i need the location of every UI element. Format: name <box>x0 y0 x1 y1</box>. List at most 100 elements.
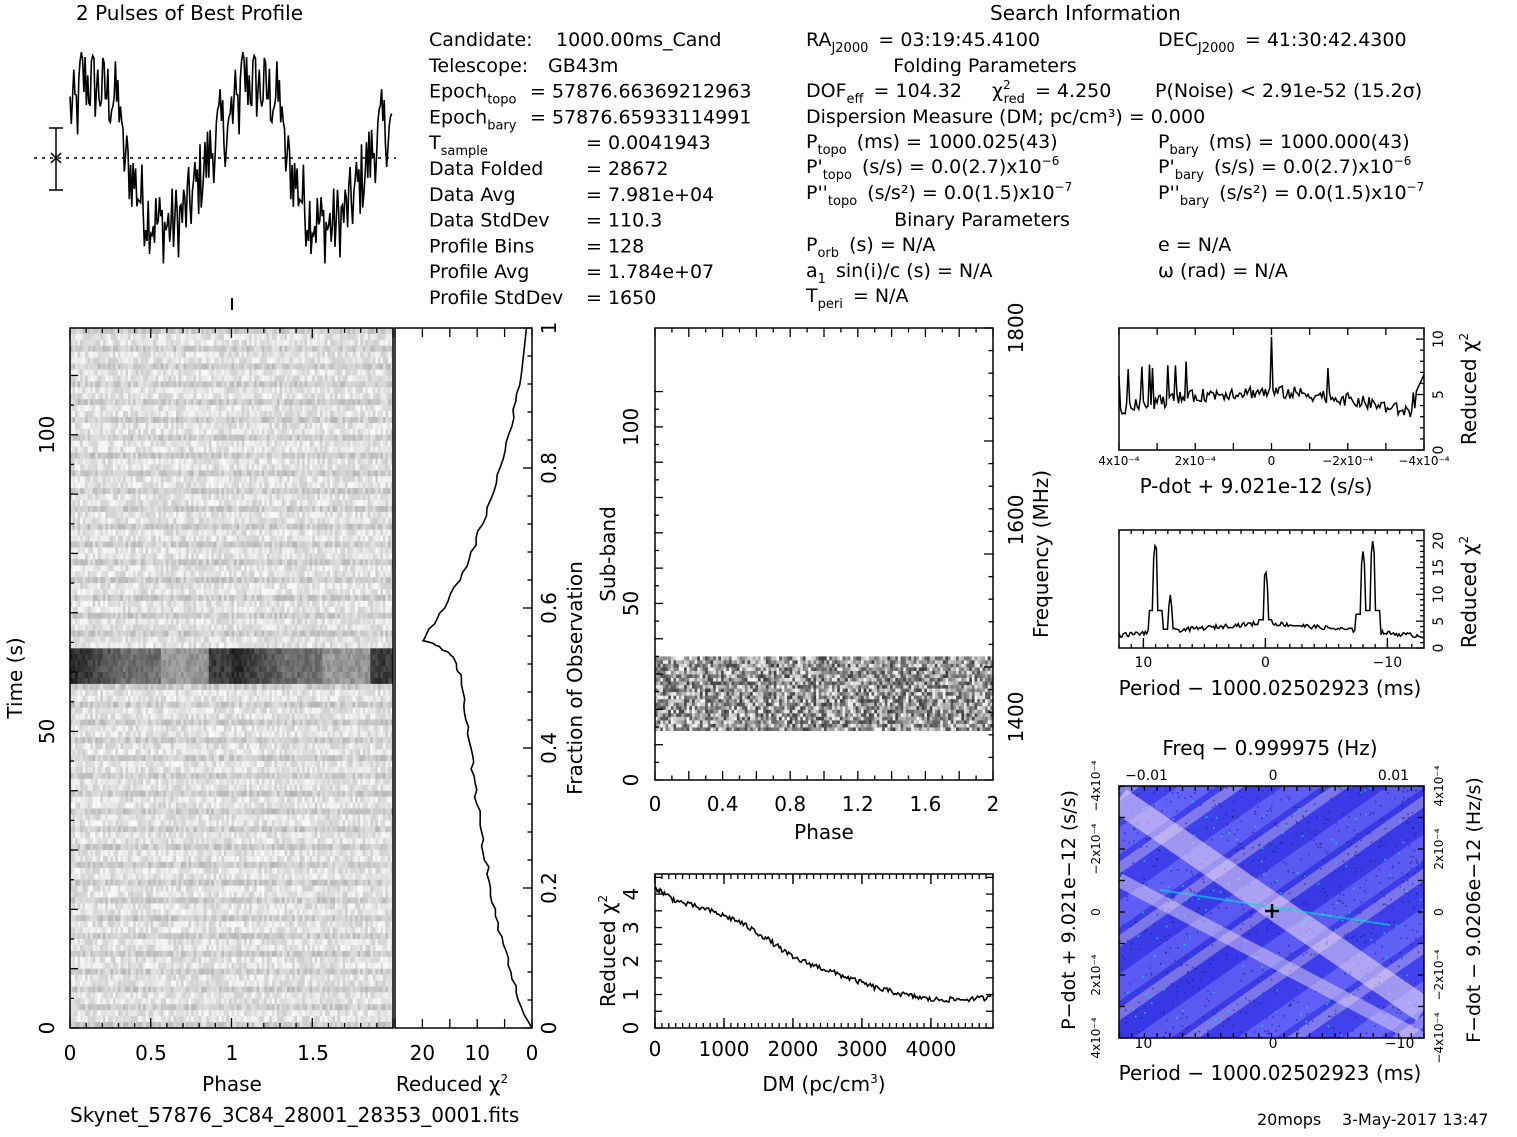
info-left-value: = 28672 <box>586 158 668 180</box>
t-peri-value: = N/A <box>847 285 909 307</box>
profile-title: 2 Pulses of Best Profile <box>76 1 303 25</box>
pp-y2tick: 4x10⁻⁴ <box>1432 765 1446 806</box>
info-left-label: Profile Avg <box>429 261 529 283</box>
pddot-bary-exp: −7 <box>1407 180 1425 194</box>
info-left-row: Epochtopo= 57876.66369212963 <box>429 81 751 108</box>
pdot-chi2-line <box>1119 337 1424 417</box>
info-left-row: Telescope:GB43m <box>428 55 618 77</box>
t-peri-sub: peri <box>818 297 843 312</box>
p-orb-value: (s) = N/A <box>843 234 935 256</box>
pp-xlabel: Period − 1000.02502923 (ms) <box>1119 1061 1422 1085</box>
dm-ytick: 0 <box>619 1022 643 1035</box>
dm-ylabel: Reduced χ2 <box>596 895 620 1007</box>
info-left-value: = 128 <box>586 235 644 257</box>
dof-label: DOF <box>806 80 847 102</box>
time-chi2-line <box>423 328 532 1028</box>
ra-sub: J2000 <box>830 41 868 56</box>
info-left-label: T <box>428 132 441 154</box>
period-ytick: 15 <box>1431 559 1447 577</box>
pnoise: P(Noise) < 2.91e-52 (15.2σ) <box>1155 80 1422 102</box>
info-left-value: = 110.3 <box>586 210 662 232</box>
dispersion-measure: Dispersion Measure (DM; pc/cm³) = 0.000 <box>806 106 1205 128</box>
fraction-tick: 0.8 <box>537 452 561 484</box>
dm-xtick: 0 <box>649 1037 662 1061</box>
pp-y2tick: 2x10⁻⁴ <box>1432 828 1446 869</box>
profile-line <box>70 52 392 263</box>
time-phase-ylabel: Time (s) <box>3 637 27 719</box>
asini-label: a <box>806 260 818 282</box>
dec-value: = 41:30:42.4300 <box>1239 29 1407 51</box>
chi2-red-value: = 4.250 <box>1029 80 1111 102</box>
info-left-row: Tsample= 0.0041943 <box>428 132 711 159</box>
chi2-red-label: χ <box>992 80 1003 102</box>
info-left-sub: topo <box>487 93 516 108</box>
subband-ytick: 50 <box>619 591 643 616</box>
dm-xtick: 1000 <box>699 1037 750 1061</box>
footer-date: 3-May-2017 13:47 <box>1342 1110 1488 1129</box>
dec: DECJ2000 = 41:30:42.4300 <box>1158 29 1407 56</box>
time-phase-xlabel: Phase <box>202 1072 262 1096</box>
period-ytick: 0 <box>1431 644 1447 653</box>
pdot-bary: P'bary (s/s) = 0.0(2.7)x10−6 <box>1158 154 1411 183</box>
info-left-label: Epoch <box>429 106 487 128</box>
dm-ytick: 4 <box>619 888 643 901</box>
subband-ytick: 100 <box>619 408 643 446</box>
fraction-observation-label: Fraction of Observation <box>563 561 587 795</box>
pdot-ytick: 5 <box>1431 390 1447 399</box>
subband-xtick: 0.4 <box>707 792 739 816</box>
footer-user: 20mops <box>1257 1110 1321 1129</box>
time-phase-xtick: 1.5 <box>297 1041 329 1065</box>
info-left-row: Profile Bins= 128 <box>429 235 644 257</box>
subband-xtick: 0 <box>649 792 662 816</box>
pdot-topo-label: P' <box>806 156 823 178</box>
pddot-bary-value: (s/s²) = 0.0(1.5)x10 <box>1213 182 1406 204</box>
time-chi2-xtick: 20 <box>410 1041 435 1065</box>
subband-xtick: 2 <box>987 792 1000 816</box>
ra-label: RA <box>806 29 831 51</box>
p-orb: Porb (s) = N/A <box>806 234 935 261</box>
dec-sub: J2000 <box>1197 41 1235 56</box>
pp-y2tick: 0 <box>1432 908 1446 916</box>
info-left-label: Data StdDev <box>429 210 550 232</box>
freq-title: Freq − 0.999975 (Hz) <box>1162 736 1377 760</box>
pdot-xtick: 4x10⁻⁴ <box>1098 454 1139 468</box>
period-xlabel: Period − 1000.02502923 (ms) <box>1119 676 1422 700</box>
time-phase-ytick: 100 <box>35 416 59 454</box>
pp-xtick: −10 <box>1385 1036 1415 1052</box>
info-left-label: Data Avg <box>429 184 516 206</box>
t-peri: Tperi = N/A <box>805 285 908 312</box>
pdot-topo-exp: −6 <box>1042 154 1060 168</box>
info-left-value: = 1650 <box>586 287 656 309</box>
info-left-label: Profile StdDev <box>429 287 563 309</box>
dof-value: = 104.32 <box>867 80 961 102</box>
pddot-topo-value: (s/s²) = 0.0(1.5)x10 <box>861 182 1054 204</box>
fraction-tick: 1 <box>537 322 561 335</box>
info-left-row: Candidate:1000.00ms_Cand <box>429 29 722 51</box>
pp-ytick: −2x10⁻⁴ <box>1089 823 1103 874</box>
fraction-tick: 0.4 <box>537 732 561 764</box>
info-left-sub: sample <box>441 144 488 159</box>
pdot-bary-exp: −6 <box>1394 154 1412 168</box>
period-ytick: 20 <box>1431 532 1447 550</box>
fraction-tick: 0.6 <box>537 592 561 624</box>
dec-label: DEC <box>1158 29 1198 51</box>
info-left-value: = 57876.66369212963 <box>530 81 751 103</box>
pp-x2tick: 0 <box>1269 768 1278 784</box>
dm-xlabel: DM (pc/cm3) <box>762 1072 885 1096</box>
pddot-topo: P''topo (s/s²) = 0.0(1.5)x10−7 <box>806 180 1072 209</box>
time-phase-xtick: 1 <box>226 1041 239 1065</box>
frequency-tick: 1400 <box>1004 692 1028 743</box>
time-phase-ytick: 0 <box>35 1022 59 1035</box>
info-left-row: Data StdDev = 110.3 <box>429 210 662 232</box>
period-ylabel: Reduced χ2 <box>1457 536 1481 648</box>
info-left-row: Data Avg= 7.981e+04 <box>429 184 714 206</box>
pddot-bary-label: P'' <box>1158 182 1180 204</box>
subband-xlabel: Phase <box>794 820 854 844</box>
asini: a1 sin(i)/c (s) = N/A <box>806 260 993 287</box>
pdot-xtick: −2x10⁻⁴ <box>1322 454 1373 468</box>
info-left-row: Data Folded= 28672 <box>429 158 668 180</box>
period-ytick: 5 <box>1431 617 1447 626</box>
